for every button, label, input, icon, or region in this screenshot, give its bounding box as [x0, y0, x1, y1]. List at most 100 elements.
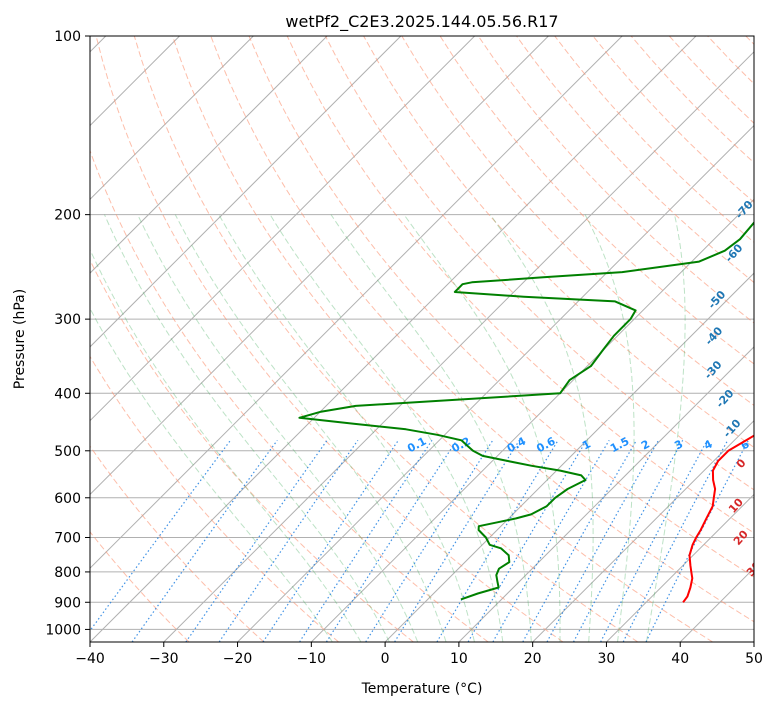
moist-adiabat-line [584, 214, 635, 642]
isotherm-line [90, 36, 697, 642]
isotherm-line [458, 346, 754, 642]
moist-adiabat-line [646, 214, 686, 642]
x-tick-label: 50 [745, 651, 763, 667]
temperature-profile-line [682, 434, 754, 603]
isotherm-line [606, 493, 754, 642]
dry-adiabat-label: 10 [726, 495, 746, 515]
dry-adiabat-line [401, 36, 754, 407]
isotherm-line [90, 36, 623, 569]
isotherm-line [532, 419, 754, 642]
isotherm-line [163, 51, 754, 642]
mixing-ratio-line [546, 440, 660, 642]
moist-adiabat-line [218, 214, 475, 642]
dry-adiabat-line [439, 36, 754, 365]
mixing-ratio-line [600, 440, 708, 642]
x-tick-label: 20 [524, 651, 542, 667]
moist-adiabat-label: -40 [702, 324, 725, 348]
dry-adiabat-line [286, 36, 754, 534]
x-tick-label: −40 [75, 651, 105, 667]
line-labels: 0.10.20.40.611.52346810131620253036-100-… [405, 198, 775, 605]
dry-adiabat-label: 30 [744, 559, 764, 579]
dry-adiabat-line [592, 36, 754, 203]
mixing-ratio-line [572, 440, 684, 642]
x-tick-label: 0 [381, 651, 390, 667]
dry-adiabat-line [516, 36, 754, 284]
y-tick-label: 300 [54, 312, 81, 328]
dry-adiabat-line [172, 36, 713, 642]
dry-adiabat-line [248, 36, 754, 578]
mixing-ratio-label: 3 [672, 437, 685, 452]
x-tick-label: −10 [297, 651, 327, 667]
dry-adiabat-line [363, 36, 754, 448]
isotherm-line [90, 36, 476, 422]
y-tick-label: 500 [54, 444, 81, 460]
mixing-ratio-line [467, 439, 588, 642]
y-tick-label: 900 [54, 595, 81, 611]
x-tick-label: −30 [149, 651, 179, 667]
chart-title: wetPf2_C2E3.2025.144.05.56.R17 [285, 12, 558, 32]
x-tick-label: −20 [223, 651, 253, 667]
mixing-ratio-line [436, 439, 559, 642]
mixing-ratio-label: 0.4 [505, 434, 529, 455]
dry-adiabat-label: 40 [766, 585, 775, 605]
dry-adiabat-line [477, 36, 754, 324]
dry-adiabat-line [90, 355, 339, 642]
dry-adiabat-label: 0 [734, 456, 749, 471]
moist-adiabat-label: -50 [705, 288, 728, 312]
moist-adiabat-label: -30 [702, 358, 725, 382]
mixing-ratio-line [218, 439, 359, 642]
mixing-ratio-label: 0.6 [534, 434, 558, 455]
moist-adiabat-line [104, 214, 390, 642]
x-axis-ticks: −40 −30 −20 −10 0 10 20 30 40 50 [75, 642, 763, 667]
mixing-ratio-line [325, 439, 458, 642]
isotherm-line [90, 36, 402, 348]
mixing-ratio-line [394, 439, 520, 642]
dry-adiabat-line [95, 36, 564, 642]
isotherm-line [90, 36, 328, 274]
moist-adiabat-line [403, 214, 561, 642]
isotherm-line [753, 641, 754, 642]
mixing-ratio-label: 8 [768, 437, 775, 452]
y-tick-label: 1000 [45, 622, 81, 638]
dry-adiabat-line [90, 531, 190, 642]
mixing-ratio-label: 1 [580, 437, 593, 452]
dry-adiabat-line [745, 36, 754, 46]
mixing-ratio-line [299, 439, 433, 642]
x-tick-label: 40 [671, 651, 689, 667]
mixing-ratio-label: 1.5 [608, 435, 631, 456]
moist-adiabat-line [489, 214, 594, 642]
y-tick-label: 700 [54, 531, 81, 547]
x-tick-label: 10 [450, 651, 468, 667]
x-axis-label: Temperature (°C) [361, 681, 483, 697]
mixing-ratio-line [185, 439, 328, 642]
isotherm-line [237, 124, 754, 642]
dry-adiabat-line [554, 36, 754, 243]
y-tick-label: 100 [54, 29, 81, 45]
isotherm-line [90, 36, 254, 201]
mixing-ratio-label: 4 [702, 437, 715, 452]
dry-adiabat-line [90, 258, 414, 642]
mixing-ratio-line [365, 439, 494, 642]
isotherm-line [384, 272, 754, 642]
dry-adiabat-line [90, 149, 489, 642]
mixing-ratio-label: 0.1 [405, 435, 428, 456]
mixing-ratio-line [522, 439, 638, 642]
moist-adiabat-line [174, 214, 447, 642]
moist-adiabat-line [269, 214, 504, 642]
background-lines [90, 36, 754, 642]
moist-adiabat-line [137, 214, 419, 642]
isotherm-line [679, 567, 754, 642]
y-tick-label: 600 [54, 491, 81, 507]
moist-adiabat-line [330, 214, 532, 642]
dry-adiabat-line [210, 36, 754, 623]
y-axis-ticks: 100 200 300 400 500 600 700 800 900 1000 [45, 29, 90, 638]
mixing-ratio-line [131, 439, 278, 642]
moist-adiabat-label: -10 [721, 417, 744, 441]
y-tick-label: 400 [54, 386, 81, 402]
moist-adiabat-line [90, 307, 333, 642]
dry-adiabat-label: 20 [731, 528, 751, 548]
dry-adiabat-line [90, 445, 265, 642]
moist-adiabat-line [90, 248, 362, 642]
y-tick-label: 200 [54, 208, 81, 224]
